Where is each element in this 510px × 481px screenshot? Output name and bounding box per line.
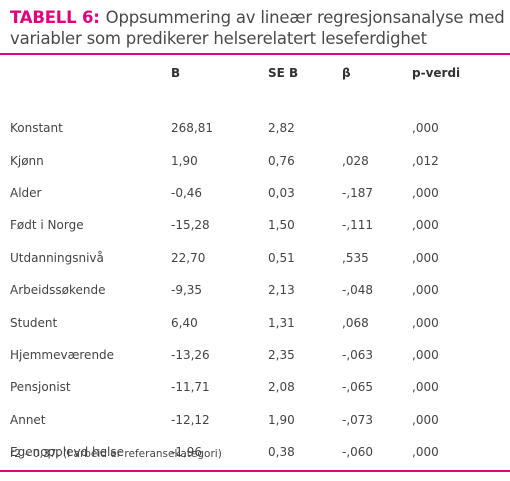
p-value-cell: ,000	[412, 250, 439, 265]
p-value-cell: ,000	[412, 185, 439, 200]
p-value-cell: ,000	[412, 315, 439, 330]
se-b-cell: 1,50	[268, 218, 295, 233]
b-cell: 6,40	[171, 315, 198, 330]
variable-cell: Hjemmeværende	[10, 347, 115, 362]
se-b-cell: 2,13	[268, 283, 295, 298]
b-cell: 22,70	[171, 250, 206, 265]
beta-cell: ,028	[342, 153, 369, 168]
table-row: Født i Norge -15,28 1,50 -,111 ,000	[0, 209, 510, 241]
table-row: Annet -12,12 1,90 -,073 ,000	[0, 404, 510, 436]
b-cell: -12,12	[171, 412, 210, 427]
header-row: B SE B β p-verdi	[0, 58, 510, 88]
b-cell: -15,28	[171, 218, 210, 233]
b-cell: 268,81	[171, 121, 213, 136]
variable-cell: Alder	[10, 185, 42, 200]
table-title: TABELL 6: Oppsummering av lineær regresjo…	[10, 7, 505, 49]
table-number-label: TABELL 6:	[10, 8, 100, 27]
beta-cell: ,535	[342, 250, 369, 265]
se-b-cell: 0,76	[268, 153, 295, 168]
se-b-cell: 2,82	[268, 121, 295, 136]
b-cell: 1,90	[171, 153, 198, 168]
table-row: Kjønn 1,90 0,76 ,028 ,012	[0, 144, 510, 176]
variable-cell: Pensjonist	[10, 380, 71, 395]
se-b-cell: 1,31	[268, 315, 295, 330]
se-b-cell: 0,38	[268, 445, 295, 460]
variable-cell: Kjønn	[10, 153, 44, 168]
table-body: Konstant 268,81 2,82 ,000 Kjønn 1,90 0,76 ,028,…	[0, 88, 510, 468]
table-row: Hjemmeværende -13,26 2,35 -,063 ,000	[0, 339, 510, 371]
beta-cell: -,065	[342, 380, 374, 395]
se-b-cell: 0,51	[268, 250, 295, 265]
p-value-cell: ,000	[412, 412, 439, 427]
table-row: Student 6,40 1,31 ,068 ,000	[0, 306, 510, 338]
se-b-cell: 2,08	[268, 380, 295, 395]
p-value-cell: ,000	[412, 283, 439, 298]
top-divider	[0, 53, 510, 55]
p-value-cell: ,000	[412, 445, 439, 460]
beta-cell: -,060	[342, 445, 374, 460]
b-cell: -13,26	[171, 347, 210, 362]
beta-cell: ,068	[342, 315, 369, 330]
table-row: Arbeidssøkende -9,35 2,13 -,048 ,000	[0, 274, 510, 306]
b-cell: -1,96	[171, 445, 203, 460]
variable-cell: Utdanningsnivå	[10, 250, 104, 265]
beta-cell: -,073	[342, 412, 374, 427]
se-b-cell: 2,35	[268, 347, 295, 362]
column-header-p-value: p-verdi	[412, 66, 461, 80]
variable-cell: Student	[10, 315, 58, 330]
variable-cell: Født i Norge	[10, 218, 84, 233]
footnote: r2 – 0,37. (I arbeid er referansekategor…	[10, 448, 222, 460]
p-value-cell: ,000	[412, 380, 439, 395]
column-header-variable	[0, 58, 171, 88]
beta-cell: -,111	[342, 218, 374, 233]
beta-cell: -,048	[342, 283, 374, 298]
regression-table: B SE B β p-verdi Konstant 268,81 2,82,000 K…	[0, 58, 510, 468]
p-value-cell: ,000	[412, 218, 439, 233]
se-b-cell: 1,90	[268, 412, 295, 427]
variable-cell: Egenopplevd helse	[10, 445, 124, 460]
spacer-row	[0, 88, 510, 112]
b-cell: -0,46	[171, 185, 203, 200]
table-row: Konstant 268,81 2,82 ,000	[0, 112, 510, 144]
table-row: Utdanningsnivå 22,70 0,51 ,535 ,000	[0, 242, 510, 274]
b-cell: -11,71	[171, 380, 210, 395]
p-value-cell: ,012	[412, 153, 439, 168]
column-header-b: B	[171, 66, 181, 80]
variable-cell: Annet	[10, 412, 46, 427]
se-b-cell: 0,03	[268, 185, 295, 200]
column-header-beta: β	[342, 66, 351, 80]
b-cell: -9,35	[171, 283, 203, 298]
table-row: Alder -0,46 0,03 -,187 ,000	[0, 177, 510, 209]
bottom-divider	[0, 470, 510, 472]
beta-cell	[342, 112, 412, 144]
p-value-cell: ,000	[412, 347, 439, 362]
variable-cell: Konstant	[10, 121, 63, 136]
beta-cell: -,063	[342, 347, 374, 362]
p-value-cell: ,000	[412, 121, 439, 136]
variable-cell: Arbeidssøkende	[10, 283, 106, 298]
table-title-text: Oppsummering av lineær regresjonsanalyse…	[10, 8, 505, 48]
beta-cell: -,187	[342, 185, 374, 200]
table-row: Egenopplevd helse -1,96 0,38 -,060 ,000	[0, 436, 510, 468]
table-row: Pensjonist -11,71 2,08 -,065 ,000	[0, 371, 510, 403]
column-header-se-b: SE B	[268, 66, 299, 80]
